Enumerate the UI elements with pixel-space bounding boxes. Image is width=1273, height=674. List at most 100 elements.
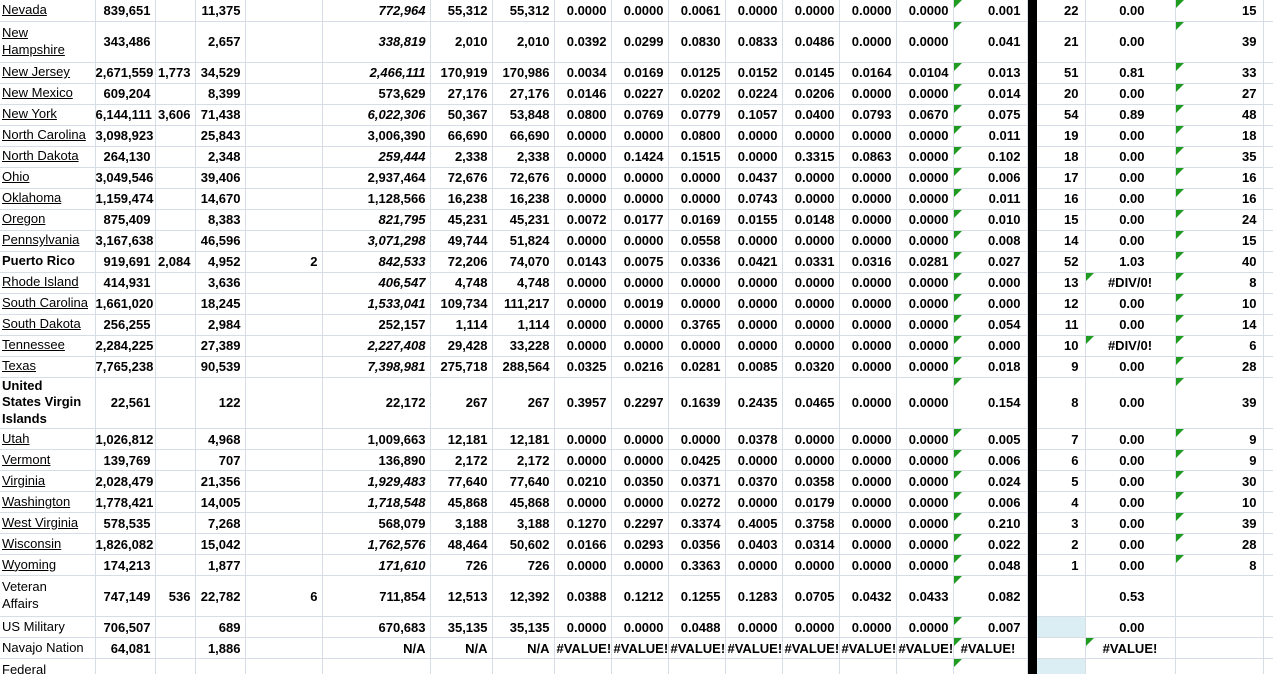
value-cell[interactable]: #VALUE!	[782, 637, 840, 660]
value-cell[interactable]: 0.0000	[839, 21, 897, 63]
ratio-cell[interactable]: 0.89	[1085, 104, 1176, 126]
value-cell[interactable]: 0.0000	[839, 491, 897, 514]
rank-cell[interactable]: 52	[1036, 251, 1086, 273]
value-cell[interactable]: 0.2435	[725, 377, 783, 430]
value-cell[interactable]: 0.0206	[782, 83, 840, 105]
value-cell[interactable]: 0.0000	[668, 167, 726, 189]
value-cell[interactable]	[245, 209, 323, 231]
edge-cell[interactable]	[1263, 21, 1273, 63]
edge-cell[interactable]	[1263, 616, 1273, 639]
value-cell[interactable]: 12,513	[430, 575, 493, 618]
value-cell[interactable]: 8,383	[195, 209, 246, 231]
value-cell[interactable]: 0.0293	[611, 533, 669, 556]
value-cell[interactable]: 0.0000	[725, 491, 783, 514]
value-cell[interactable]: 12,181	[492, 428, 555, 451]
value-cell[interactable]: 0.3758	[782, 512, 840, 535]
value-cell[interactable]: N/A	[430, 637, 493, 660]
value-cell[interactable]: 0.0000	[725, 0, 783, 22]
value-cell[interactable]: 0.0000	[782, 314, 840, 336]
value-cell[interactable]: 0.0000	[839, 470, 897, 493]
value-cell[interactable]	[155, 449, 196, 472]
rank-cell[interactable]: 18	[1036, 146, 1086, 168]
edge-cell[interactable]	[1263, 104, 1273, 126]
value-cell[interactable]	[245, 188, 323, 210]
edge-cell[interactable]	[1263, 658, 1273, 674]
value-cell[interactable]: 0.0216	[611, 356, 669, 378]
value-cell[interactable]: 0.0034	[554, 62, 612, 84]
value-cell[interactable]: 0.006	[953, 167, 1028, 189]
state-name-cell[interactable]: Texas	[0, 356, 96, 378]
value-cell[interactable]	[245, 230, 323, 252]
value-cell[interactable]: 0.0830	[668, 21, 726, 63]
value-cell[interactable]	[245, 449, 323, 472]
ratio-cell[interactable]: #VALUE!	[1085, 637, 1176, 660]
value-cell[interactable]: 2,984	[195, 314, 246, 336]
value-cell[interactable]: 267	[492, 377, 555, 430]
value-cell[interactable]: 0.0000	[554, 125, 612, 147]
value-cell[interactable]: 7,765,238	[95, 356, 156, 378]
value-cell[interactable]: 0.0421	[725, 251, 783, 273]
value-cell[interactable]: 4,952	[195, 251, 246, 273]
value-cell[interactable]	[245, 146, 323, 168]
value-cell[interactable]: 839,651	[95, 0, 156, 22]
value-cell[interactable]	[245, 428, 323, 451]
value-cell[interactable]: 0.0465	[782, 377, 840, 430]
value-cell[interactable]: 0.1424	[611, 146, 669, 168]
value-cell[interactable]: 267	[430, 377, 493, 430]
value-cell[interactable]: 0.0743	[725, 188, 783, 210]
value-cell[interactable]: 22,172	[322, 377, 431, 430]
ratio-cell[interactable]: 0.00	[1085, 449, 1176, 472]
value-cell[interactable]: 726	[492, 554, 555, 577]
value-cell[interactable]: 0.0177	[611, 209, 669, 231]
count-cell[interactable]: 27	[1175, 83, 1264, 105]
value-cell[interactable]: 0.0486	[782, 21, 840, 63]
value-cell[interactable]: 0.0000	[782, 167, 840, 189]
value-cell[interactable]: 0.3765	[668, 314, 726, 336]
count-cell[interactable]: 48	[1175, 104, 1264, 126]
value-cell[interactable]: 6,144,111	[95, 104, 156, 126]
state-name-cell[interactable]: New York	[0, 104, 96, 126]
value-cell[interactable]: 1,128,566	[322, 188, 431, 210]
value-cell[interactable]: #VALUE!	[668, 637, 726, 660]
value-cell[interactable]: 0.0779	[668, 104, 726, 126]
state-name-cell[interactable]: Puerto Rico	[0, 251, 96, 273]
value-cell[interactable]: 136,890	[322, 449, 431, 472]
value-cell[interactable]: 0.0000	[725, 658, 783, 674]
value-cell[interactable]: 288,564	[492, 356, 555, 378]
value-cell[interactable]: 170,919	[430, 62, 493, 84]
count-cell[interactable]: 15	[1175, 0, 1264, 22]
value-cell[interactable]: 0.0000	[896, 335, 954, 357]
value-cell[interactable]: 1,026,812	[95, 428, 156, 451]
edge-cell[interactable]	[1263, 575, 1273, 618]
ratio-cell[interactable]: 0.00	[1085, 533, 1176, 556]
value-cell[interactable]: 0.0392	[554, 21, 612, 63]
value-cell[interactable]	[245, 491, 323, 514]
value-cell[interactable]: 0.001	[953, 0, 1028, 22]
edge-cell[interactable]	[1263, 335, 1273, 357]
ratio-cell[interactable]: 0.00	[1085, 512, 1176, 535]
value-cell[interactable]: 338,819	[322, 21, 431, 63]
value-cell[interactable]: 0.0000	[554, 554, 612, 577]
ratio-cell[interactable]: 0.00	[1085, 554, 1176, 577]
value-cell[interactable]: 2,227,408	[322, 335, 431, 357]
value-cell[interactable]: 0.0425	[668, 449, 726, 472]
value-cell[interactable]: 8,399	[195, 83, 246, 105]
value-cell[interactable]: 0.0063	[611, 658, 669, 674]
value-cell[interactable]: #VALUE!	[611, 637, 669, 660]
value-cell[interactable]: 0.0000	[782, 272, 840, 294]
ratio-cell[interactable]: 0.00	[1085, 491, 1176, 514]
value-cell[interactable]	[245, 533, 323, 556]
rank-cell[interactable]: 19	[1036, 125, 1086, 147]
value-cell[interactable]	[155, 335, 196, 357]
value-cell[interactable]: 0.0227	[611, 83, 669, 105]
value-cell[interactable]: 34,529	[195, 62, 246, 84]
value-cell[interactable]: 70,542	[95, 658, 156, 674]
state-name-cell[interactable]: Tennessee	[0, 335, 96, 357]
value-cell[interactable]: 0.3374	[668, 512, 726, 535]
value-cell[interactable]: 12,181	[430, 428, 493, 451]
state-name-cell[interactable]: Virginia	[0, 470, 96, 493]
edge-cell[interactable]	[1263, 167, 1273, 189]
edge-cell[interactable]	[1263, 0, 1273, 22]
ratio-cell[interactable]: 0.00	[1085, 428, 1176, 451]
value-cell[interactable]: 414,931	[95, 272, 156, 294]
